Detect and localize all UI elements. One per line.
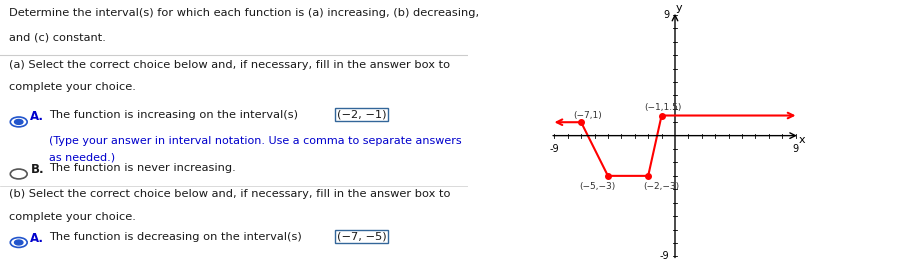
Text: and (c) constant.: and (c) constant. (9, 33, 106, 43)
Text: (−2,−3): (−2,−3) (644, 182, 680, 191)
Text: A.: A. (31, 110, 44, 122)
Text: 9: 9 (663, 10, 670, 20)
Text: The function is never increasing.: The function is never increasing. (50, 163, 236, 173)
Text: (−7, −5): (−7, −5) (337, 232, 387, 241)
Text: (−1,1.5): (−1,1.5) (644, 103, 681, 112)
Text: (−7,1): (−7,1) (573, 111, 602, 120)
Text: 9: 9 (793, 144, 799, 154)
Text: (b) Select the correct choice below and, if necessary, fill in the answer box to: (b) Select the correct choice below and,… (9, 189, 451, 199)
Text: (Type your answer in interval notation. Use a comma to separate answers: (Type your answer in interval notation. … (50, 136, 462, 145)
Text: -9: -9 (550, 144, 559, 154)
Text: The function is increasing on the interval(s): The function is increasing on the interv… (50, 110, 302, 119)
Circle shape (14, 240, 22, 245)
Text: B.: B. (31, 163, 44, 176)
Text: (−2, −1): (−2, −1) (337, 110, 386, 119)
Text: -9: -9 (660, 251, 670, 261)
Text: (a) Select the correct choice below and, if necessary, fill in the answer box to: (a) Select the correct choice below and,… (9, 60, 451, 70)
Text: (−5,−3): (−5,−3) (579, 182, 616, 191)
Text: The function is decreasing on the interval(s): The function is decreasing on the interv… (50, 232, 305, 241)
Text: x: x (799, 135, 806, 145)
Text: complete your choice.: complete your choice. (9, 82, 136, 92)
Circle shape (14, 119, 22, 124)
Text: Determine the interval(s) for which each function is (a) increasing, (b) decreas: Determine the interval(s) for which each… (9, 8, 480, 18)
Text: y: y (676, 3, 682, 13)
Text: complete your choice.: complete your choice. (9, 212, 136, 222)
Text: A.: A. (31, 232, 44, 244)
Text: as needed.): as needed.) (50, 152, 115, 162)
